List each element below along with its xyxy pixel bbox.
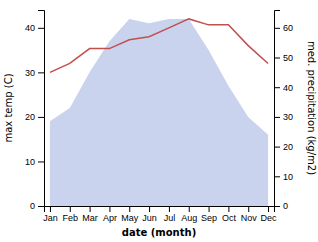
tick: Feb [63,206,79,223]
tick: 50 [274,53,293,63]
tick-mark [228,206,229,212]
tick: May [121,206,139,223]
tick: 10 [274,172,293,182]
tick-mark [274,58,280,59]
tick-mark [109,206,110,212]
tick: Oct [222,206,237,223]
marks [50,19,268,206]
tick-label: 10 [25,157,35,167]
tick-label: Jun [142,213,157,223]
tick-label: 60 [283,23,293,33]
tick-label: 30 [283,112,293,122]
tick-mark [274,117,280,118]
tick-mark [90,206,91,212]
line [50,19,268,72]
tick-label: Aug [181,213,197,223]
tick-mark [268,206,269,212]
tick: 20 [25,112,44,122]
tick: 10 [25,157,44,167]
tick-mark [274,28,280,29]
tick-mark [169,206,170,212]
tick: Jan [43,206,58,223]
tick: 60 [274,23,293,33]
tick-label: 20 [25,112,35,122]
tick: 40 [25,23,44,33]
tick: Aug [181,206,197,223]
tick-label: 30 [25,68,35,78]
tick-label: Nov [241,213,258,223]
area [50,19,268,206]
tick-mark [209,206,210,212]
plot-area: Jan FebMar Apr MayJun Jul Aug Sep Oct NovDec 0 10 2… [3,11,317,239]
tick: Jun [142,206,157,223]
tick-mark [149,206,150,212]
tick-label: Dec [261,213,278,223]
tick-label: 40 [283,83,293,93]
chart: Jan FebMar Apr MayJun Jul Aug Sep Oct NovDec 0 10 2… [0,0,318,242]
tick-mark [38,161,44,162]
tick: Sep [201,206,217,223]
y-axis-title: max temp (C) [3,73,14,142]
axis-line [275,11,281,207]
tick: 20 [274,142,293,152]
axis-line [45,207,275,213]
tick-label: Feb [63,213,79,223]
tick-mark [38,206,44,207]
tick-mark [50,206,51,212]
tick: Dec [261,206,278,223]
tick-label: Jul [164,213,176,223]
tick-label: 20 [283,142,293,152]
tick-mark [129,206,130,212]
tick-mark [38,28,44,29]
tick: 0 [30,201,44,211]
tick-mark [38,117,44,118]
tick: Mar [82,206,98,223]
y-axis: 0 10 20 30 40 [25,11,45,212]
x-axis: Jan FebMar Apr MayJun Jul Aug Sep Oct NovDec [43,206,277,223]
tick: Jul [164,206,176,223]
tick-label: May [121,213,139,223]
tick-label: Sep [201,213,217,223]
tick-label: 0 [283,201,288,211]
tick-label: 10 [283,172,293,182]
tick-label: Jan [43,213,58,223]
tick-mark [248,206,249,212]
tick: Apr [103,206,117,223]
y2-axis-title: med. precipitation (kg/m2) [306,41,317,175]
tick: Nov [241,206,258,223]
tick: 0 [274,201,288,211]
tick-mark [38,72,44,73]
tick-mark [189,206,190,212]
tick-mark [274,87,280,88]
tick-label: Oct [222,213,237,223]
tick-label: 40 [25,23,35,33]
tick-label: 0 [30,201,35,211]
y2-axis: 0 10 20 30 40 50 60 [274,11,293,212]
tick-mark [274,206,280,207]
tick: 40 [274,83,293,93]
tick: 30 [25,68,44,78]
tick-label: Mar [82,213,98,223]
tick: 30 [274,112,293,122]
tick-label: 50 [283,53,293,63]
x-axis-title: date (month) [122,227,196,238]
tick-mark [274,176,280,177]
tick-label: Apr [103,213,117,223]
tick-mark [274,147,280,148]
axis-line [38,11,45,207]
tick-mark [70,206,71,212]
